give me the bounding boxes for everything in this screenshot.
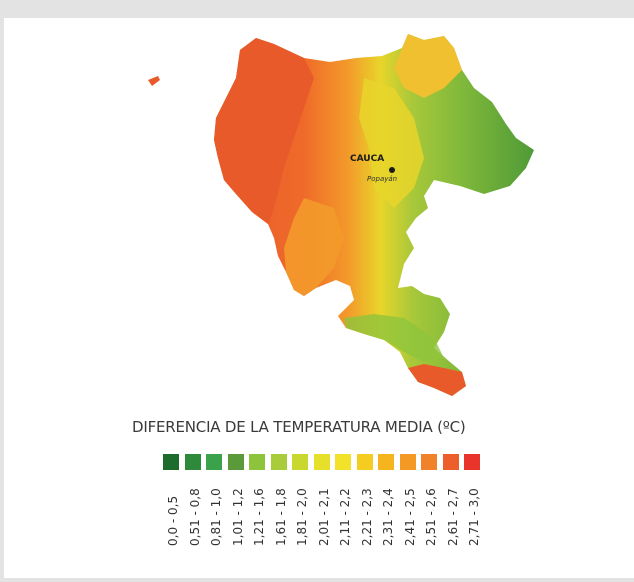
legend-range-label: 2,61 - 2,7 bbox=[443, 480, 460, 560]
legend-range-text: 2,41 - 2,5 bbox=[402, 488, 417, 546]
department-label: CAUCA bbox=[350, 154, 385, 164]
coastal-islet bbox=[268, 62, 275, 67]
legend-range-text: 2,01 - 2,1 bbox=[316, 488, 331, 546]
legend-swatch bbox=[442, 454, 459, 470]
popayan-marker bbox=[389, 167, 395, 173]
gorgona-island bbox=[148, 76, 160, 86]
map-svg bbox=[148, 34, 534, 396]
legend-range-text: 1,81 - 2,0 bbox=[295, 488, 309, 546]
legend-swatch bbox=[206, 454, 222, 470]
legend-range-text: 2,11 - 2,2 bbox=[338, 488, 352, 546]
legend-range-label: 2,51 - 2,6 bbox=[421, 480, 438, 560]
top-band bbox=[0, 0, 634, 14]
legend-swatch bbox=[313, 454, 330, 470]
central-valley bbox=[359, 78, 424, 208]
legend-swatch bbox=[163, 454, 179, 470]
legend-swatch bbox=[227, 454, 244, 470]
legend-range-text: 1,21 - 1,6 bbox=[252, 488, 266, 546]
legend-range-text: 0,0 - 0,5 bbox=[166, 495, 180, 546]
legend-range-text: 1,61 - 1,8 bbox=[273, 488, 288, 546]
legend-swatch bbox=[378, 454, 394, 470]
legend-range-label: 2,41 - 2,5 bbox=[400, 480, 417, 560]
legend-range-label: 2,31 - 2,4 bbox=[378, 480, 395, 560]
legend-range-label: 1,81 - 2,0 bbox=[292, 480, 309, 560]
legend-swatch bbox=[184, 454, 201, 470]
legend-range-label: 1,61 - 1,8 bbox=[271, 480, 288, 560]
southwest-slope bbox=[284, 198, 344, 296]
legend-range-label: 1,21 - 1,6 bbox=[249, 480, 266, 560]
legend-range-label: 2,21 - 2,3 bbox=[357, 480, 374, 560]
western-lowland bbox=[214, 38, 314, 224]
legend-range-text: 0,51 - 0,8 bbox=[187, 488, 202, 546]
legend-swatch bbox=[421, 454, 437, 470]
legend-swatch bbox=[399, 454, 416, 470]
legend-range-text: 2,31 - 2,4 bbox=[381, 488, 395, 546]
legend-swatch bbox=[464, 454, 480, 470]
legend-range-label: 0,81 - 1,0 bbox=[206, 480, 223, 560]
legend-swatch bbox=[292, 454, 308, 470]
legend-swatch bbox=[270, 454, 287, 470]
legend-range-label: 2,11 - 2,2 bbox=[335, 480, 352, 560]
legend-range-label: 0,0 - 0,5 bbox=[163, 480, 180, 560]
legend-range-text: 2,51 - 2,6 bbox=[424, 488, 438, 546]
legend-range-label: 0,51 - 0,8 bbox=[185, 480, 202, 560]
cauca-map: CAUCA Popayán bbox=[4, 18, 634, 418]
legend-title: DIFERENCIA DE LA TEMPERATURA MEDIA (ºC) bbox=[132, 418, 466, 436]
legend-range-text: 2,61 - 2,7 bbox=[445, 488, 460, 546]
legend-range-text: 0,81 - 1,0 bbox=[209, 488, 223, 546]
legend-range-label: 2,71 - 3,0 bbox=[464, 480, 481, 560]
legend-range-label: 1,01 - 1,2 bbox=[228, 480, 245, 560]
legend-swatch bbox=[249, 454, 265, 470]
legend-range-text: 1,01 - 1,2 bbox=[230, 488, 245, 546]
south-tip bbox=[408, 364, 466, 396]
legend-range-label: 2,01 - 2,1 bbox=[314, 480, 331, 560]
legend-swatch bbox=[335, 454, 351, 470]
legend-swatch bbox=[356, 454, 373, 470]
city-label: Popayán bbox=[367, 175, 398, 183]
figure-panel: CAUCA Popayán DIFERENCIA DE LA TEMPERATU… bbox=[4, 18, 634, 578]
northeast-highland bbox=[394, 34, 462, 98]
legend-range-text: 2,71 - 3,0 bbox=[467, 488, 481, 546]
south-strip bbox=[344, 314, 444, 362]
legend-range-text: 2,21 - 2,3 bbox=[359, 488, 374, 546]
